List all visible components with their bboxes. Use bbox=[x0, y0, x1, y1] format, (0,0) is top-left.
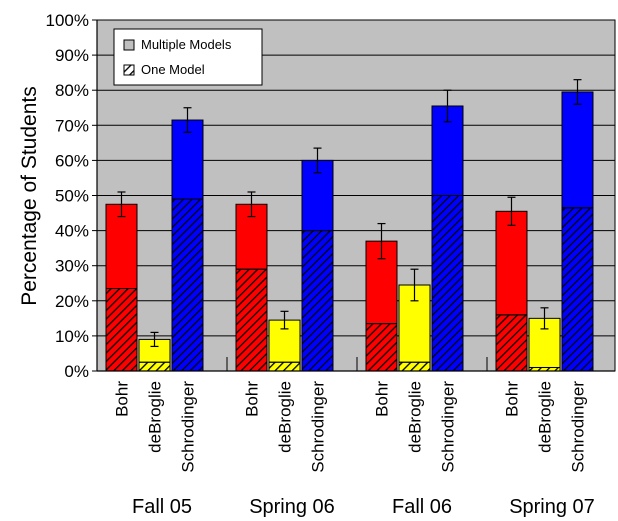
group-label: Fall 06 bbox=[392, 496, 452, 518]
category-label: Bohr bbox=[113, 381, 132, 417]
category-label: deBroglie bbox=[276, 381, 295, 453]
y-axis: 0% 10% 20% 30% 40% 50% 60% 70% 80% 90% 100% bbox=[46, 11, 98, 381]
legend-swatch-multiple bbox=[123, 39, 135, 51]
y-tick-label: 20% bbox=[55, 292, 89, 311]
bar-one-model-hatch bbox=[138, 361, 171, 372]
y-tick-label: 100% bbox=[46, 11, 89, 30]
y-tick-label: 80% bbox=[55, 81, 89, 100]
category-label: Schrodinger bbox=[309, 381, 328, 473]
bar-one-model-hatch bbox=[365, 323, 398, 372]
bar-one-model-hatch bbox=[301, 230, 334, 372]
legend-label-multiple: Multiple Models bbox=[141, 37, 232, 52]
y-tick-label: 0% bbox=[64, 362, 89, 381]
category-label: deBroglie bbox=[406, 381, 425, 453]
group-label: Spring 06 bbox=[249, 496, 335, 518]
category-label: Schrodinger bbox=[439, 381, 458, 473]
bar-one-model-hatch bbox=[105, 288, 138, 372]
y-axis-title: Percentage of Students bbox=[18, 86, 41, 306]
category-label: deBroglie bbox=[146, 381, 165, 453]
bar-one-model-hatch bbox=[561, 207, 594, 372]
legend-label-one: One Model bbox=[141, 62, 205, 77]
category-label: Schrodinger bbox=[569, 381, 588, 473]
legend: Multiple Models One Model bbox=[113, 28, 263, 86]
legend-box bbox=[113, 28, 263, 86]
y-tick-label: 90% bbox=[55, 46, 89, 65]
y-tick-label: 30% bbox=[55, 257, 89, 276]
y-tick-label: 40% bbox=[55, 222, 89, 241]
category-label: Bohr bbox=[243, 381, 262, 417]
y-tick-label: 60% bbox=[55, 151, 89, 170]
y-tick-label: 70% bbox=[55, 116, 89, 135]
bar-one-model-hatch bbox=[171, 198, 204, 372]
group-label: Spring 07 bbox=[509, 496, 595, 518]
y-tick-label: 10% bbox=[55, 327, 89, 346]
bar-one-model-hatch bbox=[268, 361, 301, 372]
legend-swatch-one-hatch bbox=[123, 64, 135, 76]
x-axis: Bohr deBroglie Schrodinger Fall 05 Bohr deBro… bbox=[97, 357, 615, 518]
category-label: Schrodinger bbox=[179, 381, 198, 473]
group-label: Fall 05 bbox=[132, 496, 192, 518]
category-label: deBroglie bbox=[536, 381, 555, 453]
y-tick-label: 50% bbox=[55, 187, 89, 206]
bar-one-model-hatch bbox=[431, 195, 464, 372]
bar-one-model-hatch bbox=[398, 361, 431, 372]
bars-layer bbox=[105, 79, 594, 372]
bar-one-model-hatch bbox=[495, 314, 528, 372]
bar-one-model-hatch bbox=[235, 268, 268, 372]
category-label: Bohr bbox=[373, 381, 392, 417]
category-label: Bohr bbox=[503, 381, 522, 417]
